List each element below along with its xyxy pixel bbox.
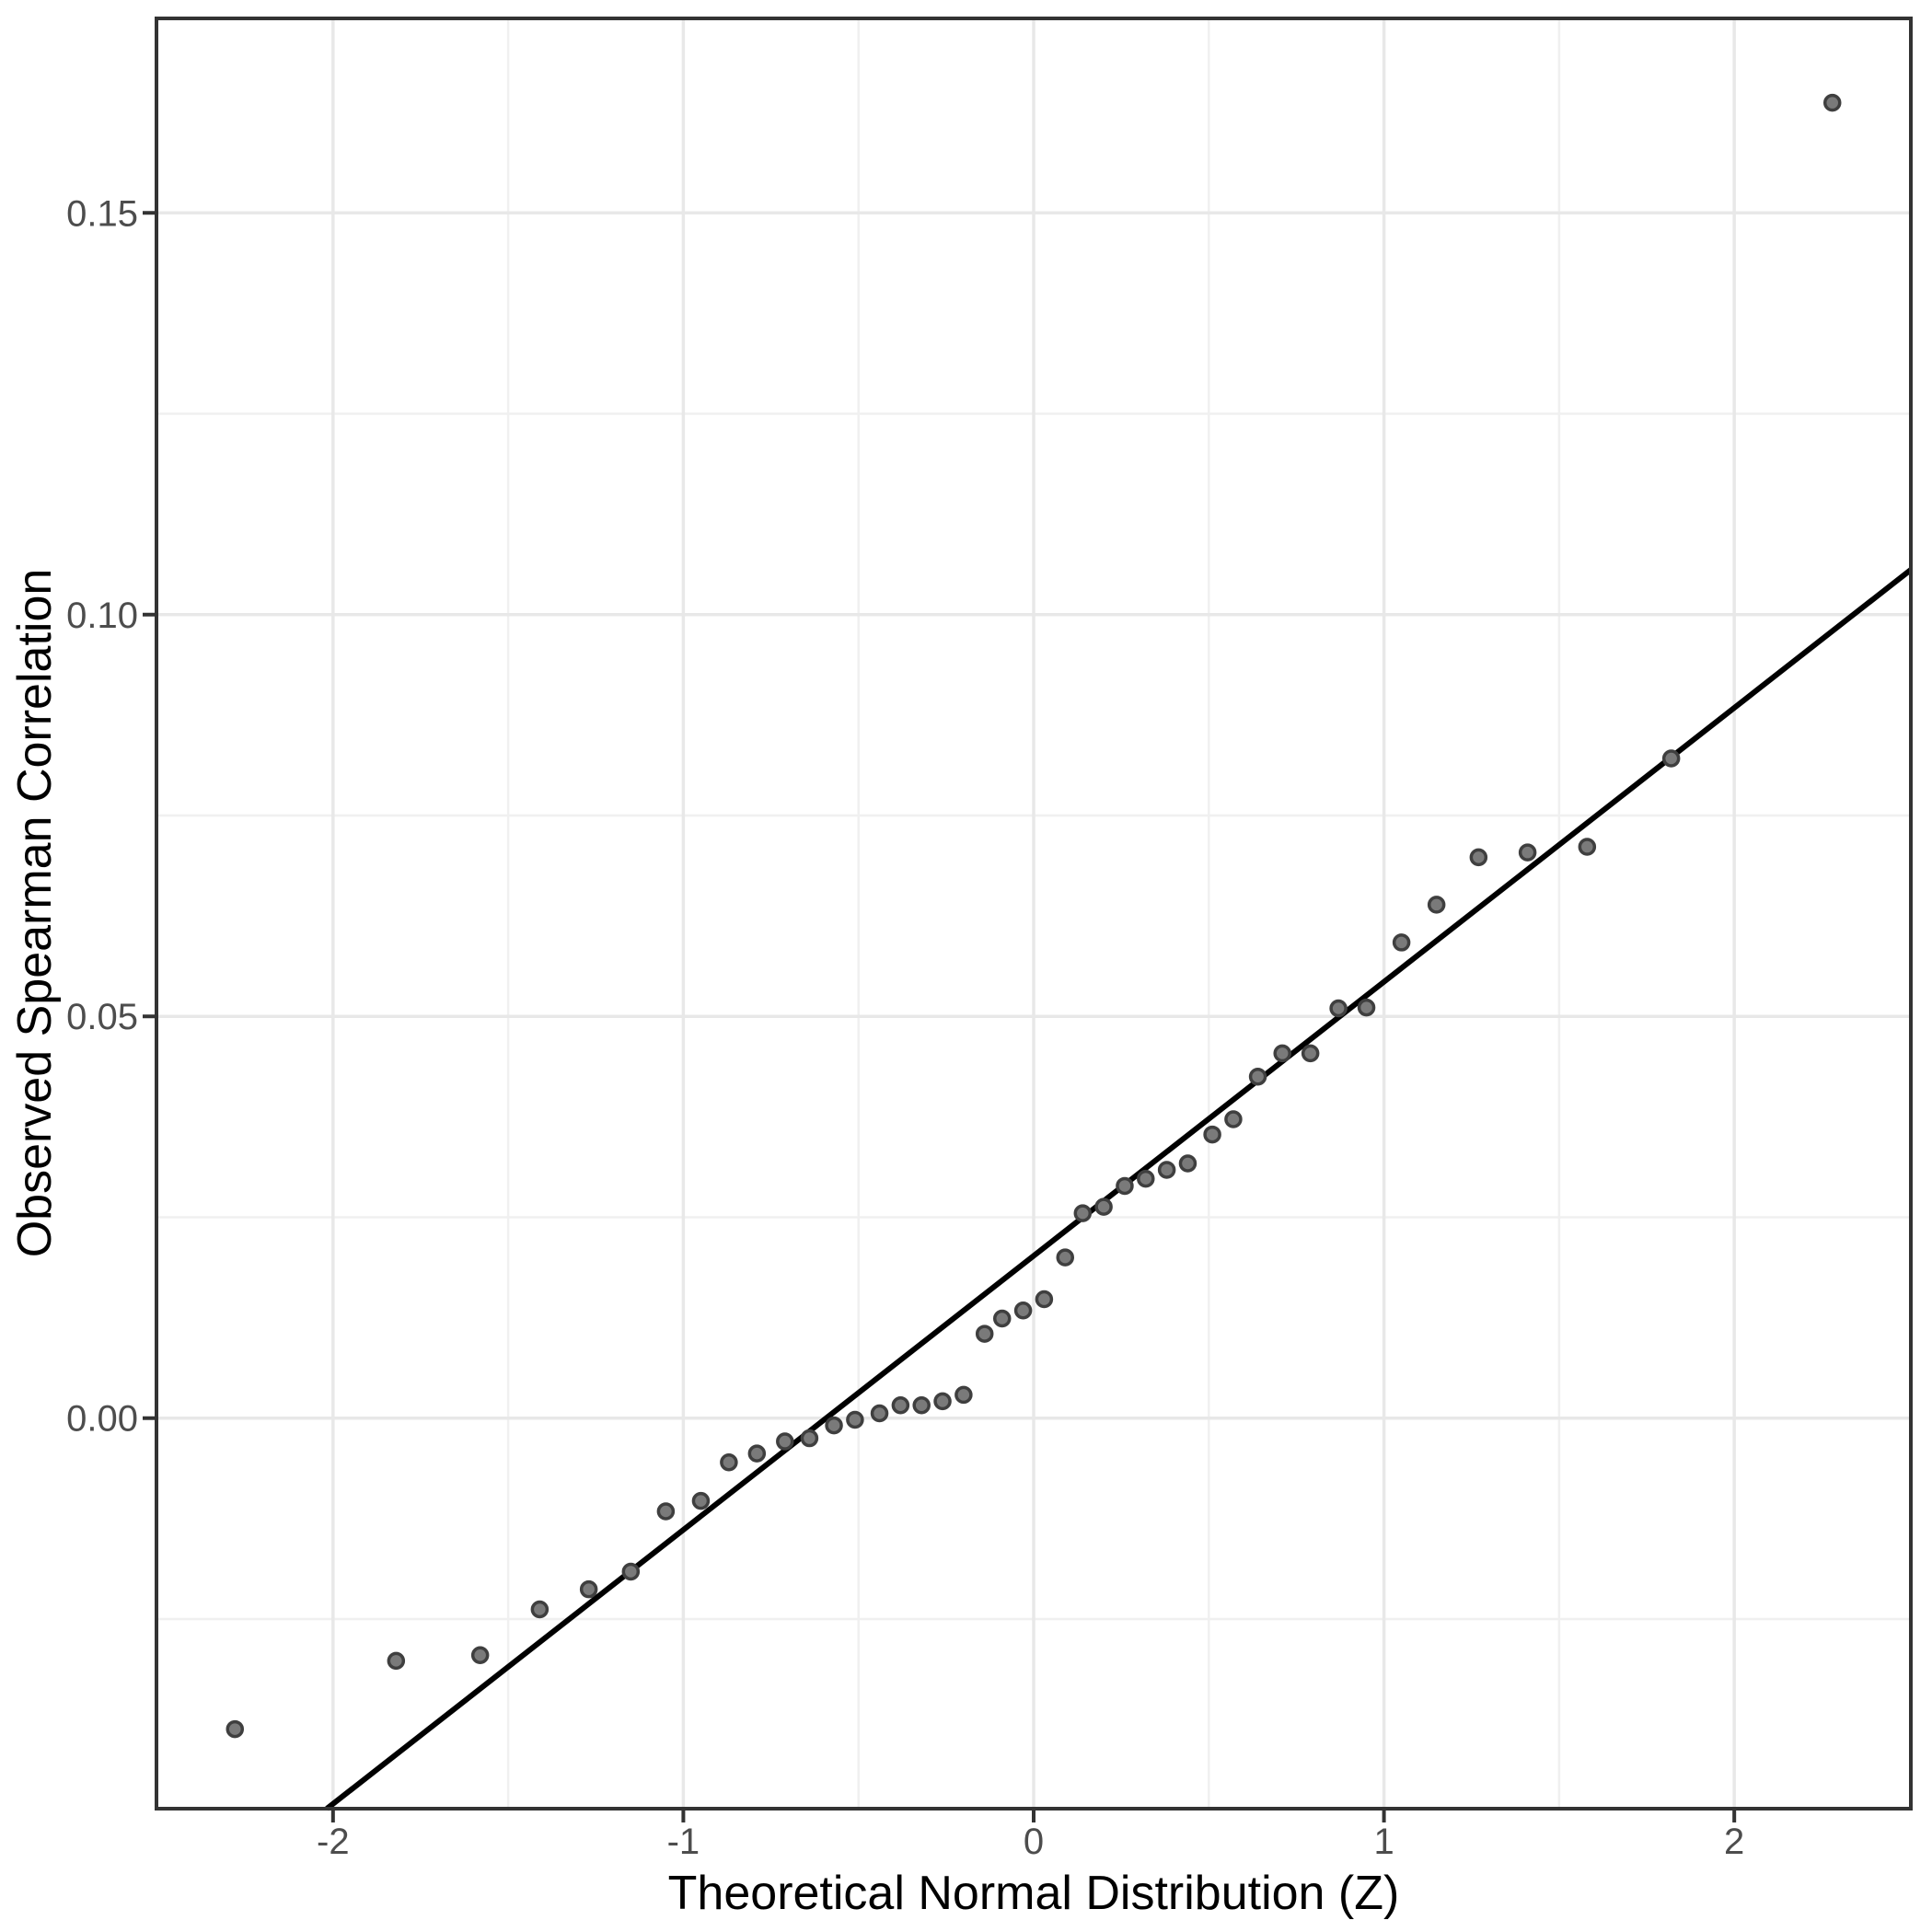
data-point — [912, 1396, 931, 1415]
x-axis-title: Theoretical Normal Distribution (Z) — [668, 1867, 1400, 1920]
data-points — [226, 93, 1842, 1739]
data-point — [1178, 1154, 1197, 1173]
data-point — [1056, 1248, 1075, 1267]
data-point — [933, 1392, 952, 1411]
data-point — [870, 1404, 889, 1423]
y-axis-title: Observed Spearman Correlation — [8, 569, 62, 1258]
data-point — [1822, 93, 1842, 112]
data-point — [1273, 1044, 1291, 1063]
y-tick-label: 0.15 — [66, 193, 138, 234]
axis-tick-marks — [143, 211, 1737, 1822]
axis-tick-labels: -2 -1 0 1 2 0.00 0.05 0.10 0.15 — [66, 193, 1744, 1862]
data-point — [1094, 1197, 1113, 1216]
data-point — [1137, 1169, 1155, 1188]
data-point — [846, 1410, 864, 1429]
data-point — [1203, 1125, 1221, 1144]
data-point — [1116, 1176, 1134, 1196]
data-point — [530, 1600, 550, 1619]
data-point — [891, 1396, 910, 1415]
y-tick-label: 0.05 — [66, 997, 138, 1037]
data-point — [226, 1719, 245, 1739]
x-tick-label: 2 — [1724, 1822, 1744, 1862]
major-gridlines — [156, 18, 1911, 1809]
data-point — [776, 1432, 794, 1451]
data-point — [1329, 999, 1348, 1018]
data-point — [720, 1452, 738, 1472]
data-point — [1661, 749, 1681, 768]
y-tick-label: 0.00 — [66, 1399, 138, 1440]
data-point — [1518, 843, 1537, 862]
data-point — [579, 1579, 598, 1599]
data-point — [975, 1325, 994, 1343]
plot-panel-border — [155, 17, 1913, 1811]
data-point — [747, 1444, 767, 1463]
data-point — [691, 1491, 711, 1510]
data-point — [1224, 1110, 1243, 1128]
data-point — [1301, 1044, 1320, 1063]
data-point — [1073, 1204, 1093, 1222]
x-tick-label: -2 — [317, 1822, 350, 1862]
data-point — [1578, 838, 1597, 856]
data-point — [954, 1385, 973, 1405]
data-point — [1248, 1067, 1267, 1086]
x-tick-label: 0 — [1024, 1822, 1044, 1862]
data-point — [992, 1309, 1012, 1328]
data-point — [1157, 1161, 1176, 1179]
data-point — [1013, 1301, 1033, 1320]
data-point — [1469, 848, 1488, 867]
data-point — [1035, 1290, 1054, 1309]
data-point — [1357, 998, 1376, 1017]
data-point — [656, 1502, 676, 1521]
data-point — [387, 1651, 406, 1671]
data-point — [621, 1562, 641, 1581]
x-tick-label: 1 — [1373, 1822, 1394, 1862]
data-point — [1427, 896, 1446, 914]
data-point — [1392, 933, 1411, 952]
x-tick-label: -1 — [667, 1822, 700, 1862]
data-point — [470, 1646, 490, 1665]
y-tick-label: 0.10 — [66, 596, 138, 636]
data-point — [800, 1429, 819, 1448]
data-point — [825, 1416, 843, 1435]
